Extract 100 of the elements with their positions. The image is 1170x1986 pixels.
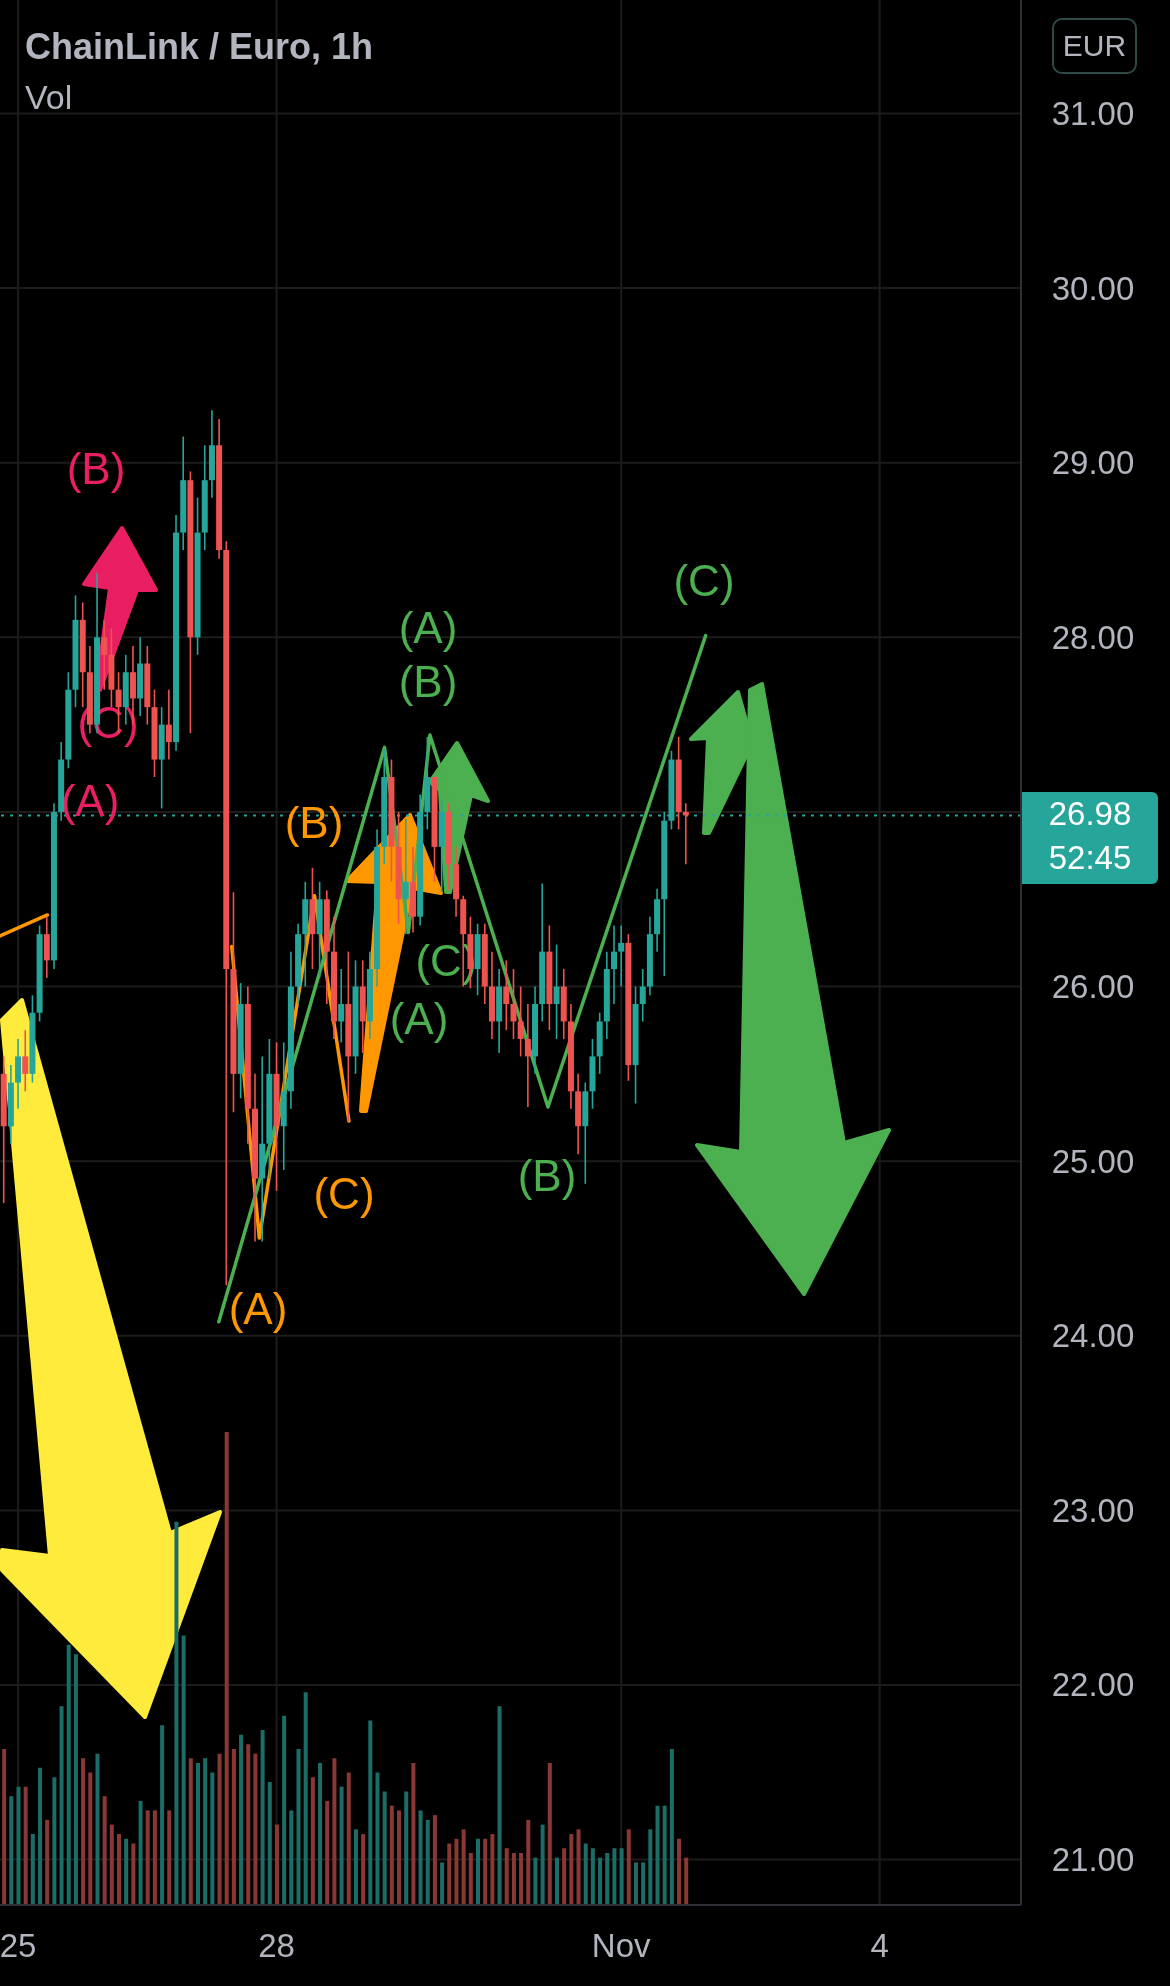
bar [289,1810,294,1905]
ref-line-label: 26.98 [1047,794,1133,835]
bar [432,1815,437,1905]
bar [605,1852,610,1905]
bar [389,1805,394,1905]
candlestick [639,968,646,1023]
bar [684,1857,689,1905]
candlestick [165,688,172,761]
candlestick [611,924,618,1005]
bar [102,1796,107,1905]
y-tick-label: 21.00 [1051,1841,1135,1879]
bar [303,1692,308,1905]
bar [52,1777,57,1905]
bar [404,1791,409,1905]
bar [195,1763,200,1905]
candlestick [338,968,345,1044]
bar [411,1763,416,1905]
bar [576,1829,581,1905]
text: ChainLink / Euro, 1h [25,26,374,68]
bar [504,1848,509,1905]
bar [318,1763,323,1905]
annotation: (C) [313,1168,375,1218]
bar [490,1834,495,1905]
bar [274,1824,279,1905]
y-tick-label: 26.00 [1051,968,1135,1006]
bar [174,1521,179,1905]
bar [124,1838,129,1905]
bar [203,1758,208,1905]
chart-title: Vol [25,78,73,118]
bar [554,1857,559,1905]
bar [16,1786,21,1905]
bar [181,1635,186,1905]
annotation: (A) [389,993,449,1043]
bar [346,1772,351,1905]
bar [533,1857,538,1905]
x-tick-label: 25 [0,1927,37,1964]
bar [633,1862,638,1905]
bar [540,1824,545,1905]
bar [368,1720,373,1905]
bar [641,1862,646,1905]
y-tick-label: 24.00 [1051,1317,1135,1355]
currency-button: EUR [1052,18,1137,74]
bar [361,1834,366,1905]
bar [160,1725,165,1905]
bar [38,1767,43,1905]
bar [296,1748,301,1905]
candlestick [510,968,517,1040]
y-tick-label: 30.00 [1051,269,1135,307]
bar [2,1748,7,1905]
bar [167,1810,172,1905]
bar [353,1829,358,1905]
y-tick-label: 25.00 [1051,1142,1135,1180]
bar [253,1753,258,1905]
bar [131,1843,136,1905]
candlestick [553,943,560,1040]
candlestick [517,985,524,1058]
bar [662,1805,667,1905]
bar [511,1852,516,1905]
bar [669,1748,674,1905]
y-tick-label: 22.00 [1051,1666,1135,1704]
bar [569,1834,574,1905]
bar [339,1786,344,1905]
bar [145,1810,150,1905]
bar [612,1848,617,1905]
bar [282,1715,287,1905]
bar [677,1838,682,1905]
bar [9,1796,14,1905]
bar [109,1824,114,1905]
bar [95,1753,100,1905]
bar [468,1852,473,1905]
bar [425,1819,430,1905]
bar [519,1852,524,1905]
bar [231,1748,236,1905]
annotation: (B) [517,1150,577,1200]
bar [152,1810,157,1905]
annotation: (A) [398,602,458,652]
bar [239,1734,244,1905]
candlestick [503,959,510,1031]
y-tick-label: 29.00 [1051,444,1135,482]
bar [45,1819,50,1905]
bar [619,1848,624,1905]
bar [382,1791,387,1905]
annotation: (A) [228,1283,288,1333]
bar [447,1843,452,1905]
bar [88,1772,93,1905]
bar [188,1758,193,1905]
bar [217,1753,222,1905]
bar [210,1772,215,1905]
x-tick-label: 28 [258,1927,295,1964]
bar [310,1777,315,1905]
bar [454,1838,459,1905]
bar [583,1843,588,1905]
y-tick-label: 23.00 [1051,1491,1135,1529]
bar [497,1706,502,1905]
bar [526,1819,531,1905]
bar [562,1848,567,1905]
bar [66,1644,71,1905]
annotation: (B) [398,656,458,706]
candlestick [402,818,409,935]
y-tick-label: 31.00 [1051,95,1135,132]
